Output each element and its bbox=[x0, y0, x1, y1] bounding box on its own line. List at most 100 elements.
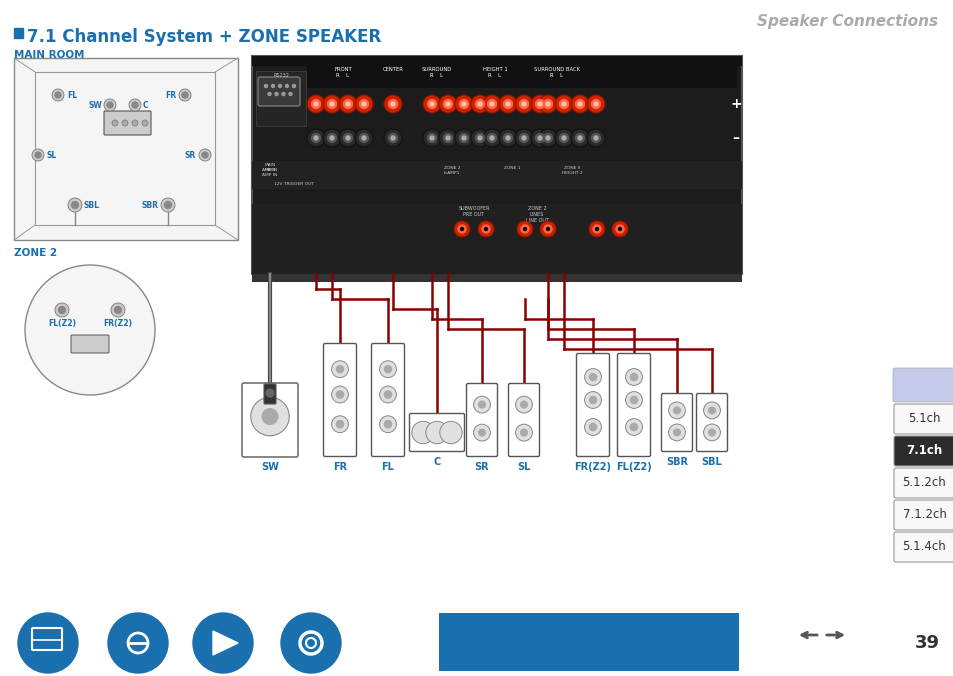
Circle shape bbox=[482, 95, 500, 113]
Circle shape bbox=[384, 391, 391, 398]
Circle shape bbox=[332, 361, 348, 378]
Circle shape bbox=[561, 136, 565, 140]
Circle shape bbox=[475, 99, 484, 109]
Circle shape bbox=[457, 225, 465, 233]
Circle shape bbox=[129, 99, 141, 111]
Circle shape bbox=[578, 136, 581, 140]
Text: SBR: SBR bbox=[142, 201, 159, 210]
Text: 7.1ch: 7.1ch bbox=[905, 445, 942, 458]
Text: 5.1.2ch: 5.1.2ch bbox=[902, 477, 945, 489]
Circle shape bbox=[307, 95, 325, 113]
FancyBboxPatch shape bbox=[576, 354, 609, 456]
Circle shape bbox=[274, 93, 277, 95]
Circle shape bbox=[630, 423, 637, 431]
FancyBboxPatch shape bbox=[264, 384, 275, 404]
Circle shape bbox=[355, 95, 373, 113]
Circle shape bbox=[278, 84, 281, 87]
Circle shape bbox=[616, 225, 623, 233]
Circle shape bbox=[593, 225, 600, 233]
Text: FR: FR bbox=[165, 91, 175, 99]
Circle shape bbox=[543, 99, 552, 109]
Circle shape bbox=[591, 133, 599, 143]
Circle shape bbox=[281, 613, 340, 673]
Circle shape bbox=[422, 95, 440, 113]
Text: FR(Z2): FR(Z2) bbox=[574, 462, 611, 472]
Circle shape bbox=[114, 306, 121, 314]
Circle shape bbox=[673, 407, 679, 414]
Circle shape bbox=[519, 133, 528, 143]
Circle shape bbox=[498, 129, 517, 147]
Circle shape bbox=[520, 402, 527, 408]
Circle shape bbox=[427, 99, 436, 109]
Circle shape bbox=[460, 228, 463, 231]
Circle shape bbox=[132, 102, 138, 108]
Circle shape bbox=[589, 373, 596, 381]
FancyBboxPatch shape bbox=[635, 613, 739, 671]
Circle shape bbox=[293, 84, 295, 87]
Circle shape bbox=[438, 95, 456, 113]
Bar bbox=[252, 56, 741, 274]
Circle shape bbox=[543, 225, 552, 233]
Circle shape bbox=[32, 149, 44, 161]
Text: +: + bbox=[729, 97, 741, 111]
Circle shape bbox=[336, 366, 343, 372]
Circle shape bbox=[481, 225, 490, 233]
Circle shape bbox=[578, 102, 581, 106]
Circle shape bbox=[161, 198, 174, 212]
Circle shape bbox=[521, 136, 525, 140]
Circle shape bbox=[545, 136, 550, 140]
Circle shape bbox=[285, 84, 288, 87]
Circle shape bbox=[379, 386, 396, 403]
Circle shape bbox=[703, 424, 720, 441]
Circle shape bbox=[55, 92, 61, 98]
Text: C: C bbox=[143, 101, 149, 110]
Circle shape bbox=[477, 136, 481, 140]
Text: FL: FL bbox=[381, 462, 394, 472]
Text: RS232: RS232 bbox=[273, 73, 289, 78]
Circle shape bbox=[199, 149, 211, 161]
Bar bbox=[252, 204, 741, 274]
Circle shape bbox=[164, 201, 172, 208]
Circle shape bbox=[461, 102, 465, 106]
Text: ZONE 2
b-AMP1: ZONE 2 b-AMP1 bbox=[443, 166, 459, 174]
Circle shape bbox=[443, 133, 452, 143]
Circle shape bbox=[589, 396, 596, 404]
Circle shape bbox=[591, 99, 599, 109]
Circle shape bbox=[459, 133, 468, 143]
Circle shape bbox=[531, 95, 548, 113]
Text: ZONE II
HEIGHT 2: ZONE II HEIGHT 2 bbox=[561, 166, 581, 174]
Circle shape bbox=[272, 84, 274, 87]
Circle shape bbox=[455, 129, 473, 147]
Circle shape bbox=[477, 221, 494, 237]
Circle shape bbox=[708, 407, 715, 414]
Circle shape bbox=[535, 133, 544, 143]
Circle shape bbox=[107, 102, 112, 108]
Circle shape bbox=[575, 99, 584, 109]
Circle shape bbox=[478, 402, 485, 408]
Circle shape bbox=[330, 136, 334, 140]
Text: ZONE 2: ZONE 2 bbox=[14, 248, 57, 258]
Circle shape bbox=[477, 102, 481, 106]
Circle shape bbox=[521, 102, 525, 106]
Circle shape bbox=[555, 129, 573, 147]
Circle shape bbox=[323, 129, 340, 147]
FancyBboxPatch shape bbox=[617, 354, 650, 456]
Text: 7.1 Channel System + ZONE SPEAKER: 7.1 Channel System + ZONE SPEAKER bbox=[27, 28, 381, 46]
Bar bbox=[35, 72, 214, 225]
Circle shape bbox=[446, 102, 450, 106]
Circle shape bbox=[595, 228, 598, 231]
Circle shape bbox=[519, 99, 528, 109]
Circle shape bbox=[289, 93, 292, 95]
Circle shape bbox=[182, 92, 188, 98]
Circle shape bbox=[379, 416, 396, 433]
Circle shape bbox=[264, 84, 267, 87]
Circle shape bbox=[391, 102, 395, 106]
FancyBboxPatch shape bbox=[660, 393, 692, 452]
Circle shape bbox=[314, 102, 317, 106]
Text: FR(Z2): FR(Z2) bbox=[103, 319, 132, 328]
Circle shape bbox=[487, 133, 496, 143]
Text: FL: FL bbox=[67, 91, 77, 99]
Text: SR: SR bbox=[475, 462, 489, 472]
Circle shape bbox=[338, 129, 356, 147]
Circle shape bbox=[482, 129, 500, 147]
